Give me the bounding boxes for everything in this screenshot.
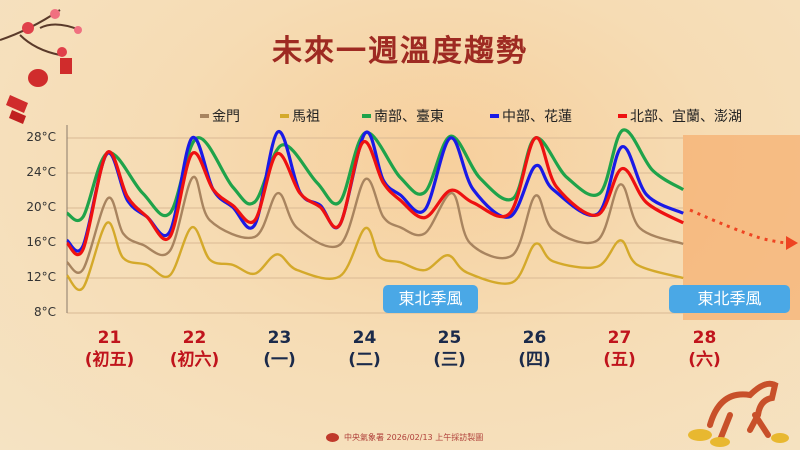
horse-decoration bbox=[688, 380, 789, 447]
legend-item-north-yilan-penghu: 北部、宜蘭、澎湖 bbox=[618, 106, 742, 126]
legend-label: 馬祖 bbox=[292, 109, 320, 125]
cwa-logo-icon bbox=[326, 433, 339, 442]
legend-item-south-taitung: 南部、臺東 bbox=[362, 106, 444, 126]
footer-text: 中央氣象署 2026/02/13 上午採訪製圖 bbox=[344, 433, 484, 442]
day-date: 25 bbox=[437, 328, 462, 348]
day-weekday: (四) bbox=[518, 350, 551, 370]
day-weekday: (二) bbox=[348, 350, 381, 370]
legend-item-matsu: 馬祖 bbox=[280, 106, 320, 126]
day-date: 21 bbox=[97, 328, 122, 348]
x-tick-day-23: 23 (一) bbox=[240, 327, 320, 371]
y-tick-label: 24°C bbox=[26, 165, 56, 179]
day-date: 26 bbox=[522, 328, 547, 348]
series-line-1 bbox=[66, 221, 684, 291]
day-weekday: (三) bbox=[433, 350, 466, 370]
day-date: 23 bbox=[267, 328, 292, 348]
plum-blossom-decoration bbox=[0, 9, 82, 124]
legend-swatch bbox=[200, 114, 209, 118]
temperature-chart bbox=[65, 125, 800, 320]
day-weekday: (初五) bbox=[84, 350, 135, 370]
day-date: 24 bbox=[352, 328, 377, 348]
page-title: 未來一週溫度趨勢 bbox=[272, 34, 528, 69]
x-tick-day-22: 22 (初六) bbox=[155, 327, 235, 371]
series-line-2 bbox=[66, 128, 685, 223]
day-weekday: (六) bbox=[688, 350, 721, 370]
x-tick-day-25: 25 (三) bbox=[410, 327, 490, 371]
y-tick-label: 8°C bbox=[33, 305, 56, 319]
day-date: 28 bbox=[692, 328, 717, 348]
legend-item-central-hualien: 中部、花蓮 bbox=[490, 106, 572, 126]
x-tick-day-26: 26 (四) bbox=[495, 327, 575, 371]
legend-swatch bbox=[362, 114, 371, 118]
day-weekday: (五) bbox=[603, 350, 636, 370]
legend-swatch bbox=[280, 114, 289, 118]
trend-arrowhead-icon bbox=[786, 236, 798, 250]
legend-swatch bbox=[490, 114, 499, 118]
legend-label: 金門 bbox=[212, 109, 240, 125]
legend-label: 南部、臺東 bbox=[374, 109, 444, 125]
monsoon-badge-2: 東北季風 bbox=[669, 285, 790, 313]
legend-swatch bbox=[618, 114, 627, 118]
x-tick-day-21: 21 (初五) bbox=[70, 327, 150, 371]
series-line-4 bbox=[65, 136, 685, 257]
day-date: 27 bbox=[607, 328, 632, 348]
x-tick-day-24: 24 (二) bbox=[325, 327, 405, 371]
series-line-0 bbox=[66, 176, 684, 274]
monsoon-badge-1: 東北季風 bbox=[383, 285, 478, 313]
day-weekday: (一) bbox=[263, 350, 296, 370]
x-tick-day-28: 28 (六) bbox=[665, 327, 745, 371]
legend-label: 中部、花蓮 bbox=[502, 109, 572, 125]
y-tick-label: 12°C bbox=[26, 270, 56, 284]
legend-item-kinmen: 金門 bbox=[200, 106, 240, 126]
legend-label: 北部、宜蘭、澎湖 bbox=[630, 109, 742, 125]
y-tick-label: 28°C bbox=[26, 130, 56, 144]
trend-dotted-arrow bbox=[689, 208, 791, 245]
y-tick-label: 20°C bbox=[26, 200, 56, 214]
y-tick-label: 16°C bbox=[26, 235, 56, 249]
x-tick-day-27: 27 (五) bbox=[580, 327, 660, 371]
day-date: 22 bbox=[182, 328, 207, 348]
day-weekday: (初六) bbox=[169, 350, 220, 370]
footer-credit: 中央氣象署 2026/02/13 上午採訪製圖 bbox=[326, 432, 483, 443]
